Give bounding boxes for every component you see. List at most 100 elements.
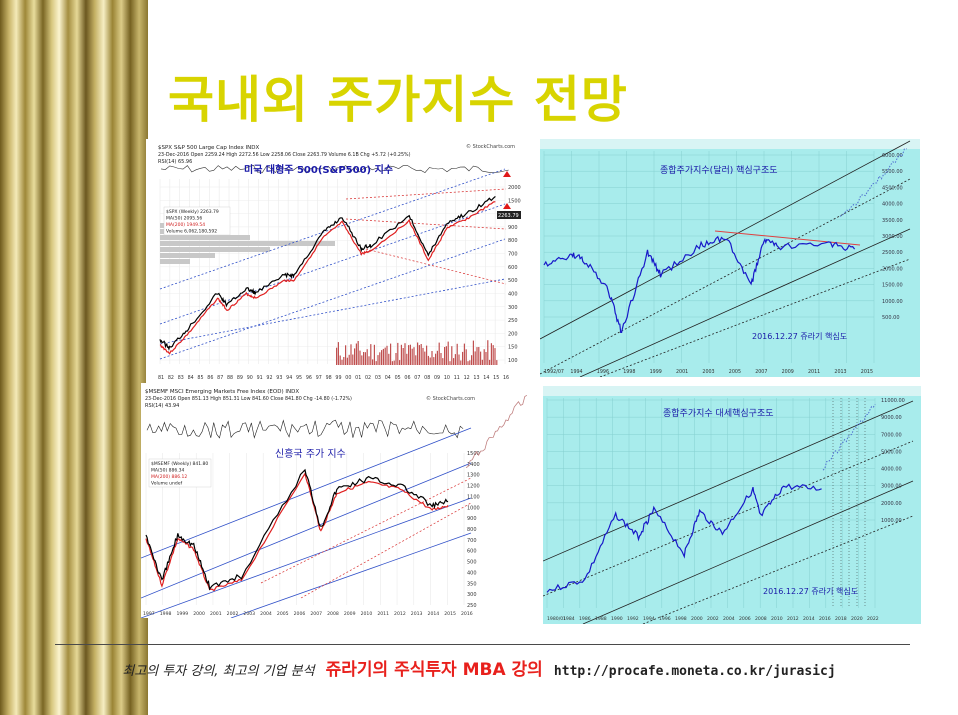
x-tick-label: 08 [424,375,430,381]
volume-bar [413,347,415,365]
x-tick-label: 2007 [310,611,322,617]
x-tick-label: 93 [276,375,282,381]
x-tick-label: 2014 [428,611,440,617]
volume-by-price-bar [160,247,270,252]
volume-bar [436,350,438,365]
y-tick-label: 300 [467,592,477,598]
chart-annotation: 종합주가지수 대세핵심구조도 [663,407,774,419]
y-tick-label: 1400 [467,462,480,468]
chart-sp500-svg: $SPX S&P 500 Large Cap Index INDX23-Dec-… [146,139,532,383]
x-tick-label: 85 [197,375,203,381]
volume-bar [336,347,338,365]
legend-entry: MA(200) 1949.54 [166,222,205,228]
volume-bar [427,355,429,365]
trend-channel-line [230,532,472,618]
footer-divider [55,644,910,645]
volume-bar [433,357,435,365]
footer-left-text: 최고의 투자 강의, 최고의 기업 분석 [122,664,315,679]
volume-bar [447,341,449,365]
volume-bar [460,360,462,365]
x-tick-label: 2003 [243,611,255,617]
y-tick-label: 800 [467,527,477,533]
x-tick-label: 2004 [260,611,272,617]
chart-sp500: $SPX S&P 500 Large Cap Index INDX 23-Dec-… [146,139,532,383]
red-channel-line [345,218,507,230]
volume-bar [337,342,339,365]
up-arrow [503,203,511,209]
x-tick-label: 1996 [659,616,671,622]
x-tick-label: 90 [247,375,253,381]
y-tick-label: 1000.00 [881,518,902,524]
x-tick-label: 15 [493,375,499,381]
chart-kospi-usd-svg: 6000.005500.004500.004000.003500.003000.… [540,139,920,377]
x-tick-label: 2013 [834,369,846,375]
volume-bar [424,351,426,365]
volume-bar [480,351,482,365]
last-value-label: 2263.79 [498,213,519,219]
chart-annotation: 종합주가지수(달러) 핵심구조도 [660,164,778,176]
footer-url[interactable]: http://procafe.moneta.co.kr/jurasicj [553,664,836,679]
trend-channel-line [159,168,506,290]
y-tick-label: 4000.00 [882,202,903,208]
trend-channel-line [599,258,911,377]
volume-bar [399,360,401,365]
volume-bar [370,344,372,365]
legend-entry: Volume undef [151,481,182,487]
volume-bar [429,357,431,365]
chart-annotation: 미국 대형주 500(S&P500) 지수 [244,163,393,176]
y-tick-label: 1100 [467,494,480,500]
volume-bar [350,344,352,365]
y-tick-label: 4500.00 [882,185,903,191]
x-tick-label: 1986 [579,616,591,622]
x-tick-label: 2005 [277,611,289,617]
volume-bar [483,349,485,365]
x-tick-label: 2022 [867,616,879,622]
y-tick-label: 1000.00 [882,299,903,305]
volume-bar [431,351,433,365]
y-tick-label: 500 [467,560,477,566]
x-tick-label: 97 [316,375,322,381]
y-tick-label: 600 [467,549,477,555]
x-tick-label: 1998 [160,611,172,617]
x-tick-label: 2008 [327,611,339,617]
x-tick-label: 12 [464,375,470,381]
x-tick-label: 14 [483,375,489,381]
projection-line [465,394,528,468]
red-channel-line [345,188,507,200]
y-tick-label: 9000.00 [881,415,902,421]
x-tick-label: 04 [385,375,391,381]
volume-bar [449,361,451,365]
volume-bar [343,357,345,365]
x-tick-label: 2000 [193,611,205,617]
x-tick-label: 95 [296,375,302,381]
trend-channel-line [159,278,506,345]
x-tick-label: 00 [345,375,351,381]
x-tick-label: 2001 [676,369,688,375]
x-tick-label: 2001 [210,611,222,617]
projection-line [822,404,876,471]
y-tick-label: 1000 [467,505,480,511]
x-tick-label: 82 [168,375,174,381]
y-tick-label: 250 [467,603,477,609]
chart-header-values: 23-Dec-2016 Open 2259.24 High 2272.56 Lo… [158,152,411,158]
up-arrow [503,171,511,177]
x-tick-label: 07 [414,375,420,381]
volume-bar [442,358,444,365]
volume-bar [406,353,408,365]
volume-bar [489,359,491,365]
volume-bar [494,348,496,365]
volume-bar [465,349,467,365]
red-channel-line [365,248,507,285]
x-tick-label: 2008 [755,616,767,622]
volume-bar [395,353,397,365]
x-tick-label: 96 [306,375,312,381]
y-tick-label: 2000.00 [882,266,903,272]
rsi-line [146,419,464,439]
projection-line [839,148,907,217]
x-tick-label: 91 [257,375,263,381]
volume-bar [384,347,386,365]
x-tick-label: 87 [217,375,223,381]
x-tick-label: 1997 [143,611,155,617]
x-tick-label: 2006 [739,616,751,622]
y-tick-label: 2000 [508,185,521,191]
